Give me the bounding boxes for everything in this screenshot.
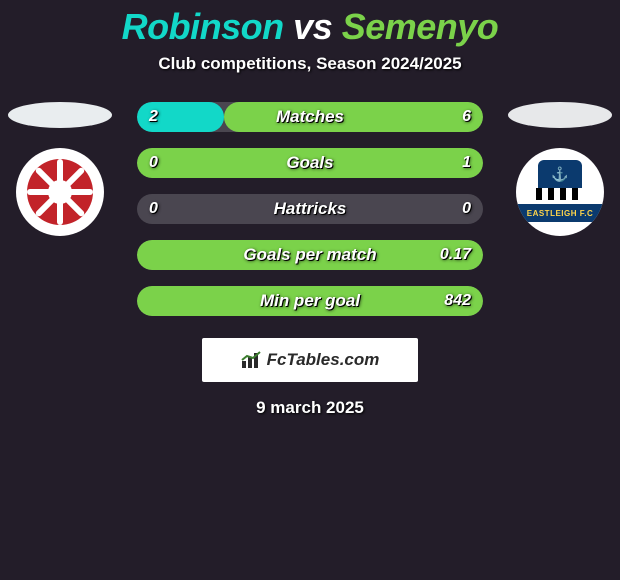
title-player1: Robinson — [122, 6, 284, 47]
stat-value-right: 0.17 — [440, 246, 471, 264]
bar-chart-icon — [241, 351, 263, 369]
title-vs: vs — [293, 6, 332, 47]
stat-label: Goals — [286, 153, 333, 173]
stat-bar: Hattricks 0 0 — [137, 194, 483, 224]
brand-text: FcTables.com — [267, 350, 380, 370]
player1-column — [0, 102, 120, 236]
player1-portrait-placeholder — [8, 102, 112, 128]
club-badge-right: ⚓ EASTLEIGH F.C — [516, 148, 604, 236]
stat-bars: Matches 2 6 Goals 0 1 Hattricks 0 0 Goals per mat… — [137, 102, 483, 316]
date: 9 march 2025 — [0, 398, 620, 418]
stats-area: ⚓ EASTLEIGH F.C Matches 2 6 Goals 0 1 Hattrick… — [0, 102, 620, 316]
stat-value-right: 0 — [462, 200, 471, 218]
stat-value-right: 842 — [444, 292, 471, 310]
stat-value-left: 0 — [149, 200, 158, 218]
stat-value-left: 2 — [149, 108, 158, 126]
player2-portrait-placeholder — [508, 102, 612, 128]
checker-pattern — [536, 188, 584, 200]
brand-card[interactable]: FcTables.com — [202, 338, 418, 382]
subtitle: Club competitions, Season 2024/2025 — [0, 54, 620, 74]
title-player2: Semenyo — [342, 6, 499, 47]
stat-value-right: 6 — [462, 108, 471, 126]
bar-fill-right — [224, 102, 484, 132]
stat-bar: Matches 2 6 — [137, 102, 483, 132]
club-right-name: EASTLEIGH F.C — [516, 204, 604, 222]
stat-label: Goals per match — [243, 245, 376, 265]
stat-value-right: 1 — [462, 154, 471, 172]
stat-label: Hattricks — [274, 199, 347, 219]
crest-icon: ⚓ — [538, 160, 582, 188]
stat-label: Min per goal — [260, 291, 360, 311]
stat-label: Matches — [276, 107, 344, 127]
club-badge-left — [16, 148, 104, 236]
player2-column: ⚓ EASTLEIGH F.C — [500, 102, 620, 236]
stat-bar: Min per goal 842 — [137, 286, 483, 316]
stat-bar: Goals 0 1 — [137, 148, 483, 178]
stat-value-left: 0 — [149, 154, 158, 172]
stat-bar: Goals per match 0.17 — [137, 240, 483, 270]
ship-wheel-icon — [27, 159, 93, 225]
comparison-title: Robinson vs Semenyo — [0, 0, 620, 48]
